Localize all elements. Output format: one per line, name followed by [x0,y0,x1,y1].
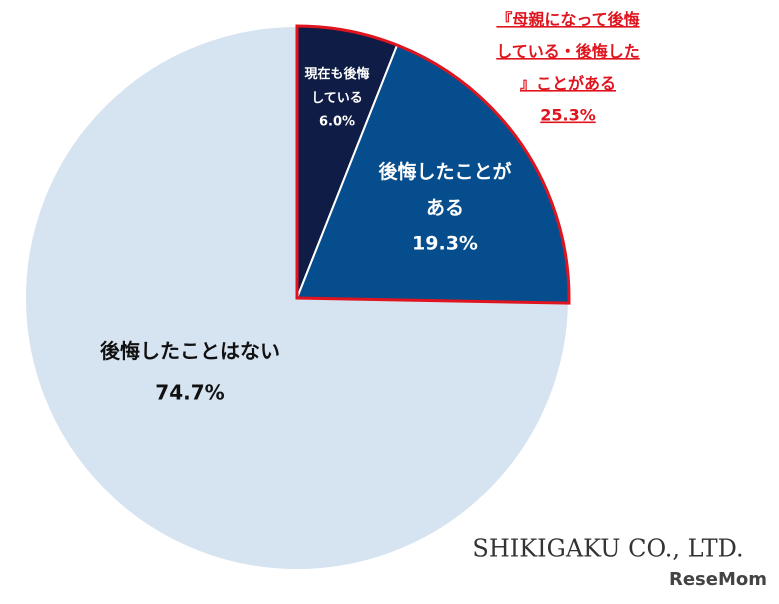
annotation-value: 25.3% [540,106,596,125]
slice-value-label: 6.0% [319,115,355,130]
slice-value-label: 19.3% [412,233,478,255]
slice-label: 後悔したことがある [378,160,511,219]
watermark: ReseMom [669,569,767,590]
annotation-text: 『母親になって後悔している・後悔した』ことがある [496,10,640,93]
highlight-outline [295,24,571,305]
pie: 現在も後悔している 6.0% 後悔したことがある 19.3% 後悔したことはない 74.7… [24,10,640,571]
footer: SHIKIGAKU CO., LTD. [472,535,743,563]
slice-label: 後悔したことはない [100,339,280,363]
slice-value-label: 74.7% [155,381,224,405]
slice-label: 現在も後悔している [304,66,369,106]
